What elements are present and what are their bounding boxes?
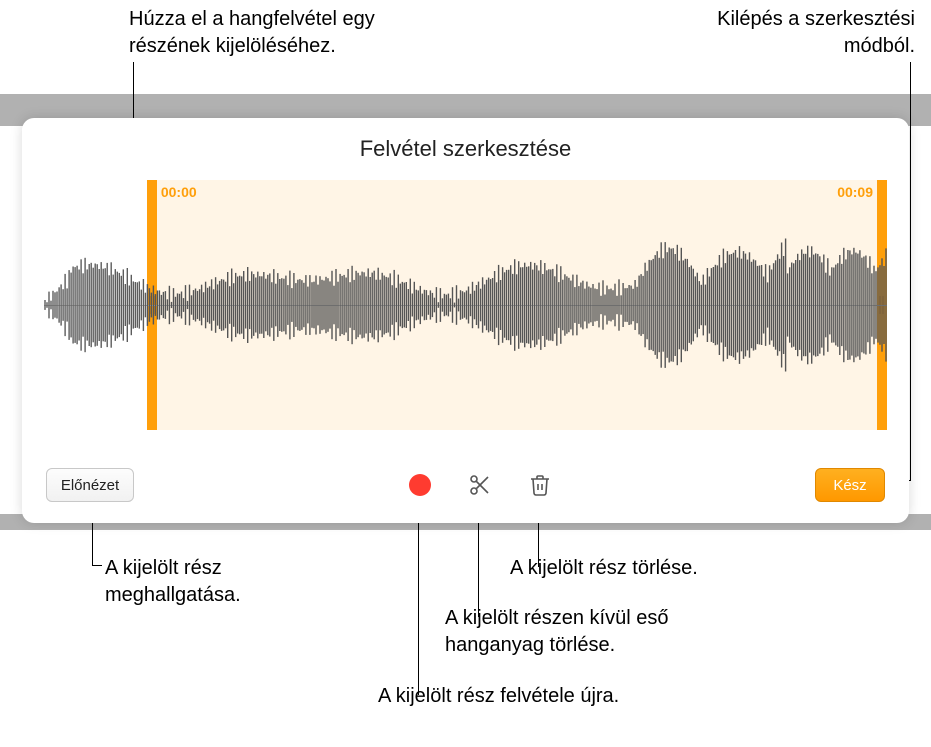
trash-icon (528, 473, 552, 497)
editor-toolbar: Előnézet Kész (22, 463, 909, 507)
record-icon (409, 474, 431, 496)
callout-rerecord: A kijelölt rész felvétele újra. (378, 683, 619, 710)
leader-record-dot (378, 695, 418, 696)
leader-record (418, 502, 419, 695)
waveform-area[interactable]: 00:00 00:09 (44, 180, 887, 430)
leader-exit (910, 62, 911, 480)
callout-listen-selection: A kijelölt rész meghallgatása. (105, 555, 241, 609)
waveform (44, 180, 887, 430)
record-button[interactable] (400, 465, 440, 505)
leader-trim-h (445, 617, 478, 618)
leader-listen-h (92, 565, 102, 566)
delete-button[interactable] (520, 465, 560, 505)
editor-window: Felvétel szerkesztése 00:00 00:09 Előnéz… (22, 118, 909, 523)
scissors-icon (468, 473, 492, 497)
callout-exit-edit: Kilépés a szerkesztési módból. (717, 6, 915, 60)
trim-button[interactable] (460, 465, 500, 505)
done-button[interactable]: Kész (815, 468, 885, 502)
editor-title: Felvétel szerkesztése (22, 118, 909, 162)
callout-drag-select: Húzza el a hangfelvétel egy részének kij… (129, 6, 375, 60)
preview-button[interactable]: Előnézet (46, 468, 134, 502)
leader-delete-h (510, 567, 538, 568)
